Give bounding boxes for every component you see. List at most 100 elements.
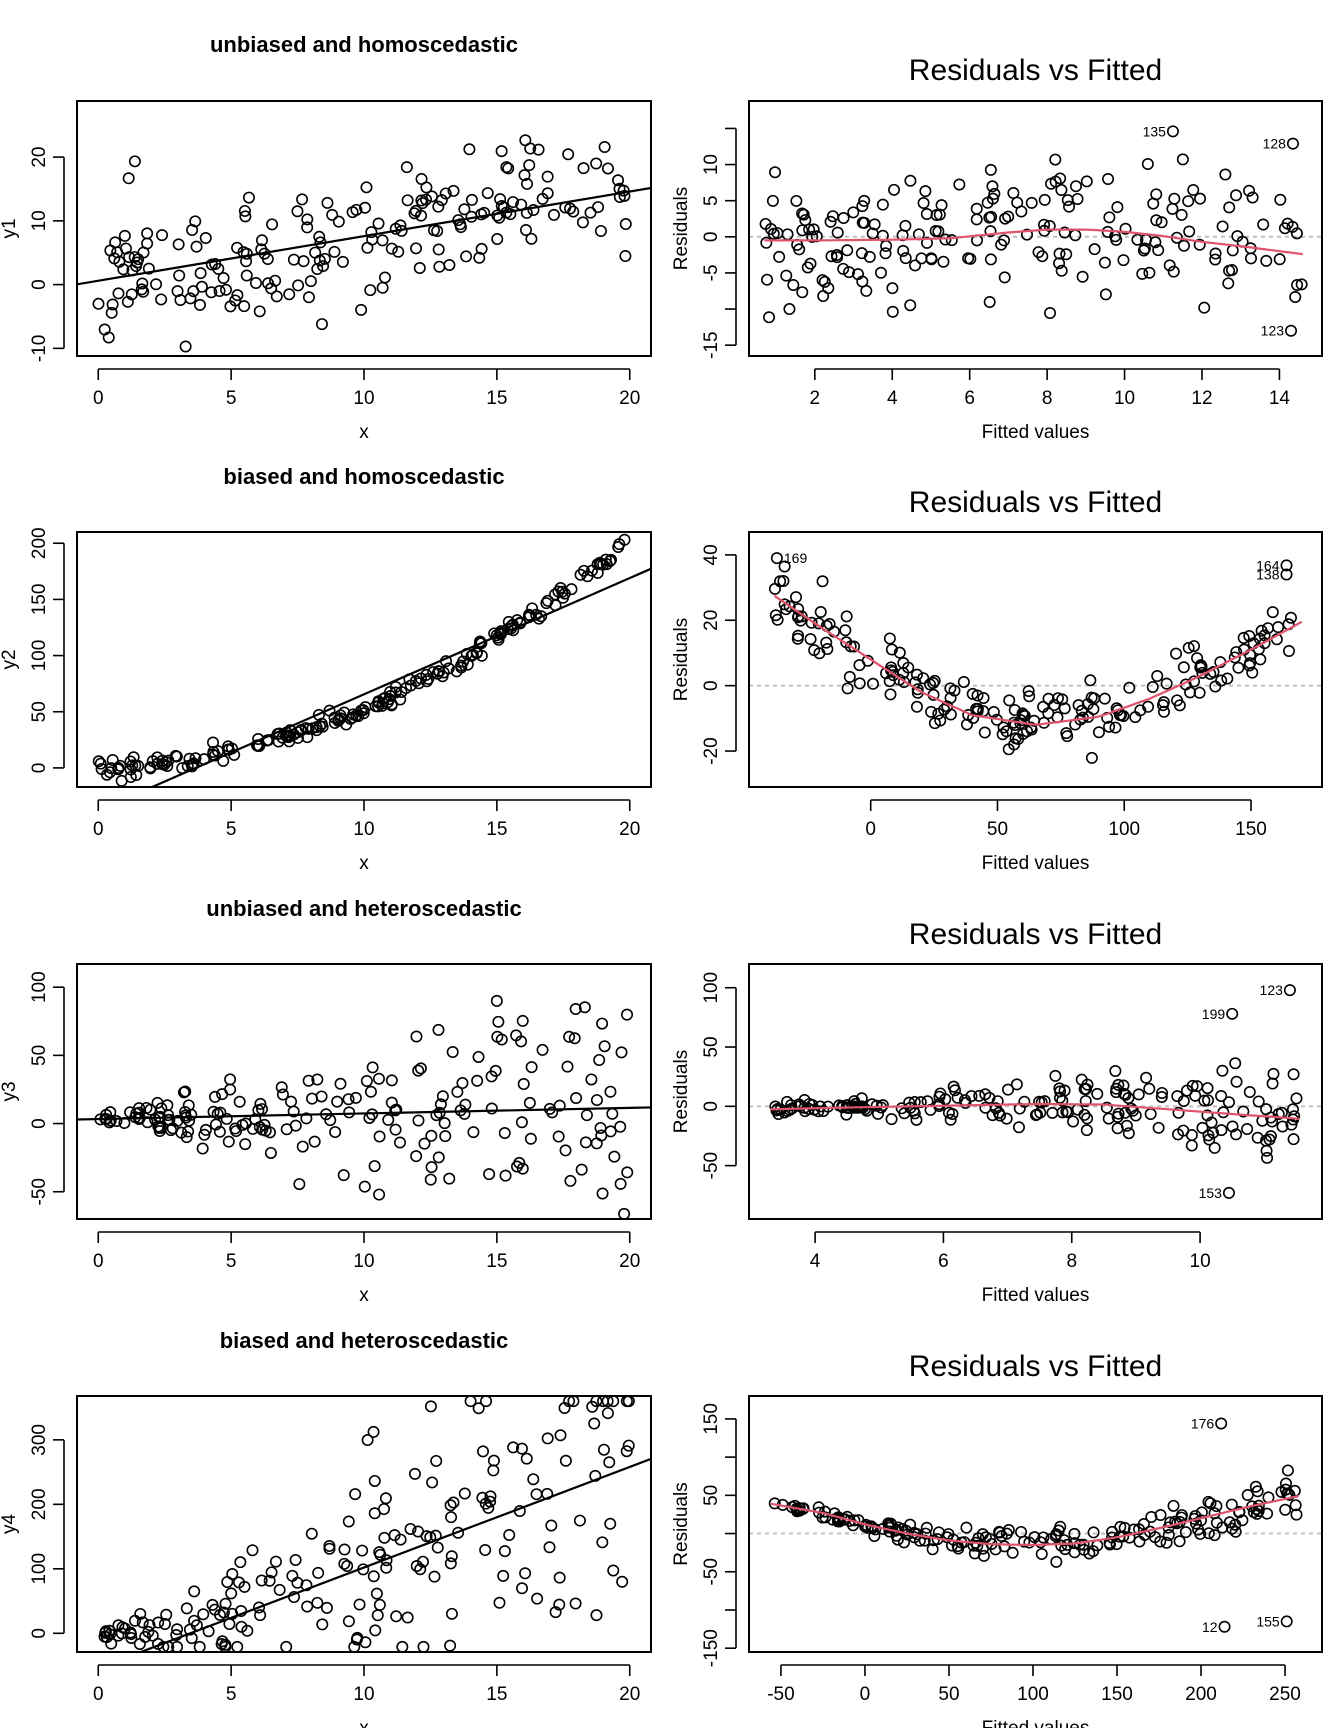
data-point xyxy=(287,253,300,266)
data-point xyxy=(302,291,315,304)
x-tick-label: 15 xyxy=(486,1251,507,1272)
data-point xyxy=(608,1150,621,1163)
data-point xyxy=(414,672,427,685)
data-point xyxy=(621,1008,634,1021)
data-point xyxy=(287,1105,300,1118)
data-point xyxy=(899,1524,912,1537)
data-point xyxy=(368,1474,381,1487)
data-point xyxy=(1282,645,1295,658)
x-tick-label: 10 xyxy=(353,819,374,840)
data-point xyxy=(622,1396,635,1408)
data-point xyxy=(472,1050,485,1063)
data-point xyxy=(860,284,873,297)
plot-frame xyxy=(748,100,1323,357)
data-point xyxy=(601,1407,614,1420)
outlier-point xyxy=(1226,1007,1239,1020)
x-tick-label: 6 xyxy=(964,388,975,409)
panel-p3-resid: Residuals vs Fitted 123 199 153 4 6 8 10 Fitted … xyxy=(671,918,1323,1306)
data-point xyxy=(526,602,539,615)
regression-line xyxy=(77,1106,651,1121)
data-point xyxy=(1207,1126,1220,1139)
data-point xyxy=(977,691,990,704)
data-point xyxy=(439,1130,452,1143)
data-point xyxy=(1295,278,1308,291)
data-point xyxy=(840,1108,853,1121)
data-point xyxy=(197,1608,210,1621)
data-point xyxy=(1087,703,1100,716)
data-point xyxy=(1209,247,1222,260)
data-point xyxy=(280,1640,293,1652)
data-point xyxy=(790,591,803,604)
plot-title: Residuals vs Fitted xyxy=(909,54,1162,87)
data-point xyxy=(359,201,372,214)
data-point xyxy=(1080,175,1093,188)
data-point xyxy=(769,609,782,622)
data-point xyxy=(378,271,391,284)
data-point xyxy=(1011,196,1024,209)
x-axis-label: x xyxy=(359,422,369,443)
data-point xyxy=(792,629,805,642)
data-point xyxy=(924,1103,937,1116)
data-point xyxy=(433,260,446,273)
data-point xyxy=(216,1635,229,1648)
data-point xyxy=(1229,1518,1242,1531)
data-point xyxy=(1177,1095,1190,1108)
y-axis-label: y4 xyxy=(0,1514,20,1535)
data-point xyxy=(768,582,781,595)
data-point xyxy=(1087,1526,1100,1539)
data-point xyxy=(309,246,322,259)
data-point xyxy=(446,1045,459,1058)
data-point xyxy=(312,1566,325,1579)
data-point xyxy=(255,1574,268,1587)
data-point xyxy=(821,643,834,656)
data-point xyxy=(310,721,323,734)
outlier-label: 135 xyxy=(1143,123,1167,139)
data-point xyxy=(313,230,326,243)
data-point xyxy=(476,1491,489,1504)
data-point xyxy=(125,1632,138,1645)
data-point xyxy=(523,159,536,172)
y-axis-label: Residuals xyxy=(671,1050,692,1133)
data-point xyxy=(1087,1545,1100,1558)
data-point xyxy=(559,1454,572,1467)
data-point xyxy=(382,1113,395,1126)
data-point xyxy=(1006,1546,1019,1559)
x-tick-label: 8 xyxy=(1042,388,1053,409)
plot-area xyxy=(77,994,651,1219)
data-point xyxy=(485,1070,498,1083)
data-point xyxy=(523,1096,536,1109)
y-tick-label: -15 xyxy=(701,331,722,358)
data-point xyxy=(306,1092,319,1105)
x-tick-label: 150 xyxy=(1101,1684,1133,1705)
panel-p2-scatter: biased and homoscedastic 0 5 10 15 20 x 0 50 100 1… xyxy=(0,464,652,874)
data-point xyxy=(385,1074,398,1087)
data-point xyxy=(456,1077,469,1090)
y-axis-label: y2 xyxy=(0,649,20,669)
data-point xyxy=(973,1089,986,1102)
data-point xyxy=(150,278,163,291)
data-point xyxy=(238,300,251,313)
data-point xyxy=(499,1169,512,1182)
data-point xyxy=(234,1556,247,1569)
data-point xyxy=(392,245,405,258)
data-point xyxy=(311,1596,324,1609)
data-point xyxy=(518,169,531,182)
data-point xyxy=(444,1557,457,1570)
data-point xyxy=(304,275,317,288)
data-point xyxy=(549,1606,562,1619)
data-point xyxy=(485,1102,498,1115)
x-tick-label: 4 xyxy=(810,1251,821,1272)
data-point xyxy=(286,1569,299,1582)
x-tick-label: 50 xyxy=(938,1684,959,1705)
data-point xyxy=(1245,252,1258,265)
outlier-label: 164 xyxy=(1256,557,1280,573)
data-point xyxy=(1257,218,1270,231)
data-point xyxy=(1228,651,1241,664)
data-point xyxy=(283,288,296,301)
data-point xyxy=(447,184,460,197)
data-point xyxy=(1103,211,1116,224)
data-point xyxy=(531,1592,544,1605)
data-point xyxy=(1012,732,1025,745)
data-point xyxy=(879,247,892,260)
data-point xyxy=(996,728,1009,741)
